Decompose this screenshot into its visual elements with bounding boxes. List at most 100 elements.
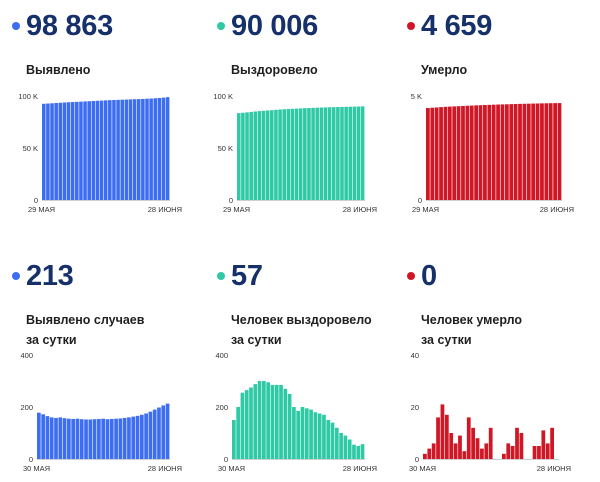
x-end-label: 28 ИЮНЯ (343, 205, 377, 214)
y-tick-label: 40 (411, 351, 419, 360)
bar (352, 106, 357, 200)
bar (122, 417, 127, 459)
stat-value: 0 (421, 260, 437, 292)
bar (478, 105, 483, 200)
bar (550, 427, 554, 459)
y-tick-label: 0 (34, 196, 38, 205)
y-tick-label: 0 (415, 455, 419, 464)
bar (157, 97, 162, 200)
recovered-daily-panel: 57 Человек выздоровело за сутки (205, 250, 395, 480)
bar (496, 104, 500, 200)
bar (67, 418, 71, 459)
bar (296, 410, 301, 459)
bar (92, 419, 97, 459)
bar (249, 111, 253, 200)
bar (232, 420, 236, 459)
bar (453, 443, 458, 459)
bar (487, 104, 492, 200)
bar (245, 112, 249, 200)
bar (519, 433, 524, 459)
stat-label-line: за сутки (26, 333, 77, 347)
bar (339, 433, 343, 459)
bar (474, 105, 479, 200)
stat-label-line: за сутки (231, 333, 282, 347)
bar (348, 106, 353, 200)
bar (116, 99, 120, 200)
bar (87, 101, 91, 200)
bar (471, 427, 476, 459)
bar (135, 415, 140, 459)
bar (88, 419, 93, 459)
legend-dot-icon (407, 272, 415, 280)
bar (510, 446, 515, 459)
bar (54, 417, 58, 459)
bar (141, 98, 145, 200)
x-end-label: 28 ИЮНЯ (148, 205, 182, 214)
bar (165, 97, 170, 200)
bar (309, 409, 313, 459)
x-start-label: 30 МАЯ (218, 464, 245, 473)
bar (132, 99, 137, 200)
bar (241, 112, 245, 200)
deaths-daily-panel: 0 Человек умерло за сутки (395, 250, 585, 480)
bar (294, 108, 299, 200)
bar (145, 98, 149, 200)
x-start-label: 29 МАЯ (223, 205, 250, 214)
bar (488, 427, 493, 459)
bar (257, 381, 262, 459)
bar (323, 107, 328, 200)
bar (152, 409, 157, 459)
bar (336, 107, 340, 200)
bar (313, 412, 318, 459)
bar (340, 106, 344, 200)
bar (360, 444, 365, 459)
bar (518, 103, 522, 200)
stat-label-line: Человек умерло (421, 313, 523, 327)
x-start-label: 30 МАЯ (23, 464, 50, 473)
bar (331, 107, 336, 200)
bar (270, 110, 274, 200)
bar (54, 103, 58, 200)
bar (440, 404, 445, 459)
legend-dot-icon (217, 272, 225, 280)
bar (131, 416, 136, 459)
bar (532, 446, 537, 459)
bar (465, 105, 470, 200)
stat-value: 57 (231, 260, 263, 292)
bar (99, 100, 104, 200)
x-start-label: 30 МАЯ (409, 464, 436, 473)
bar (483, 105, 487, 200)
bar (49, 417, 54, 459)
bar (157, 407, 161, 459)
bar (249, 387, 253, 459)
bar (161, 405, 166, 459)
bar (62, 418, 67, 459)
bar (46, 103, 50, 200)
detected-total-panel: 98 863 Выявлено (0, 0, 190, 230)
bar (491, 104, 496, 200)
bar (279, 384, 283, 459)
bar (360, 106, 365, 200)
bar (257, 111, 262, 200)
recovered-total-panel: 90 006 Выздоровело (205, 0, 395, 230)
bar (434, 107, 439, 200)
bar (236, 407, 240, 459)
bar (244, 390, 249, 459)
deaths-total-panel: 4 659 Умерло (395, 0, 585, 230)
bar (431, 443, 436, 459)
y-tick-label: 0 (29, 455, 33, 464)
y-tick-label: 50 K (23, 144, 38, 153)
bar (315, 107, 319, 200)
bar (283, 388, 288, 459)
x-end-label: 28 ИЮНЯ (343, 464, 377, 473)
bar (290, 108, 295, 200)
bar (83, 101, 87, 200)
stat-label-line: Выявлено случаев (26, 313, 145, 327)
bar (37, 412, 41, 459)
bar (274, 109, 278, 200)
bar (427, 448, 432, 459)
bar (303, 108, 307, 200)
bar (356, 446, 361, 459)
